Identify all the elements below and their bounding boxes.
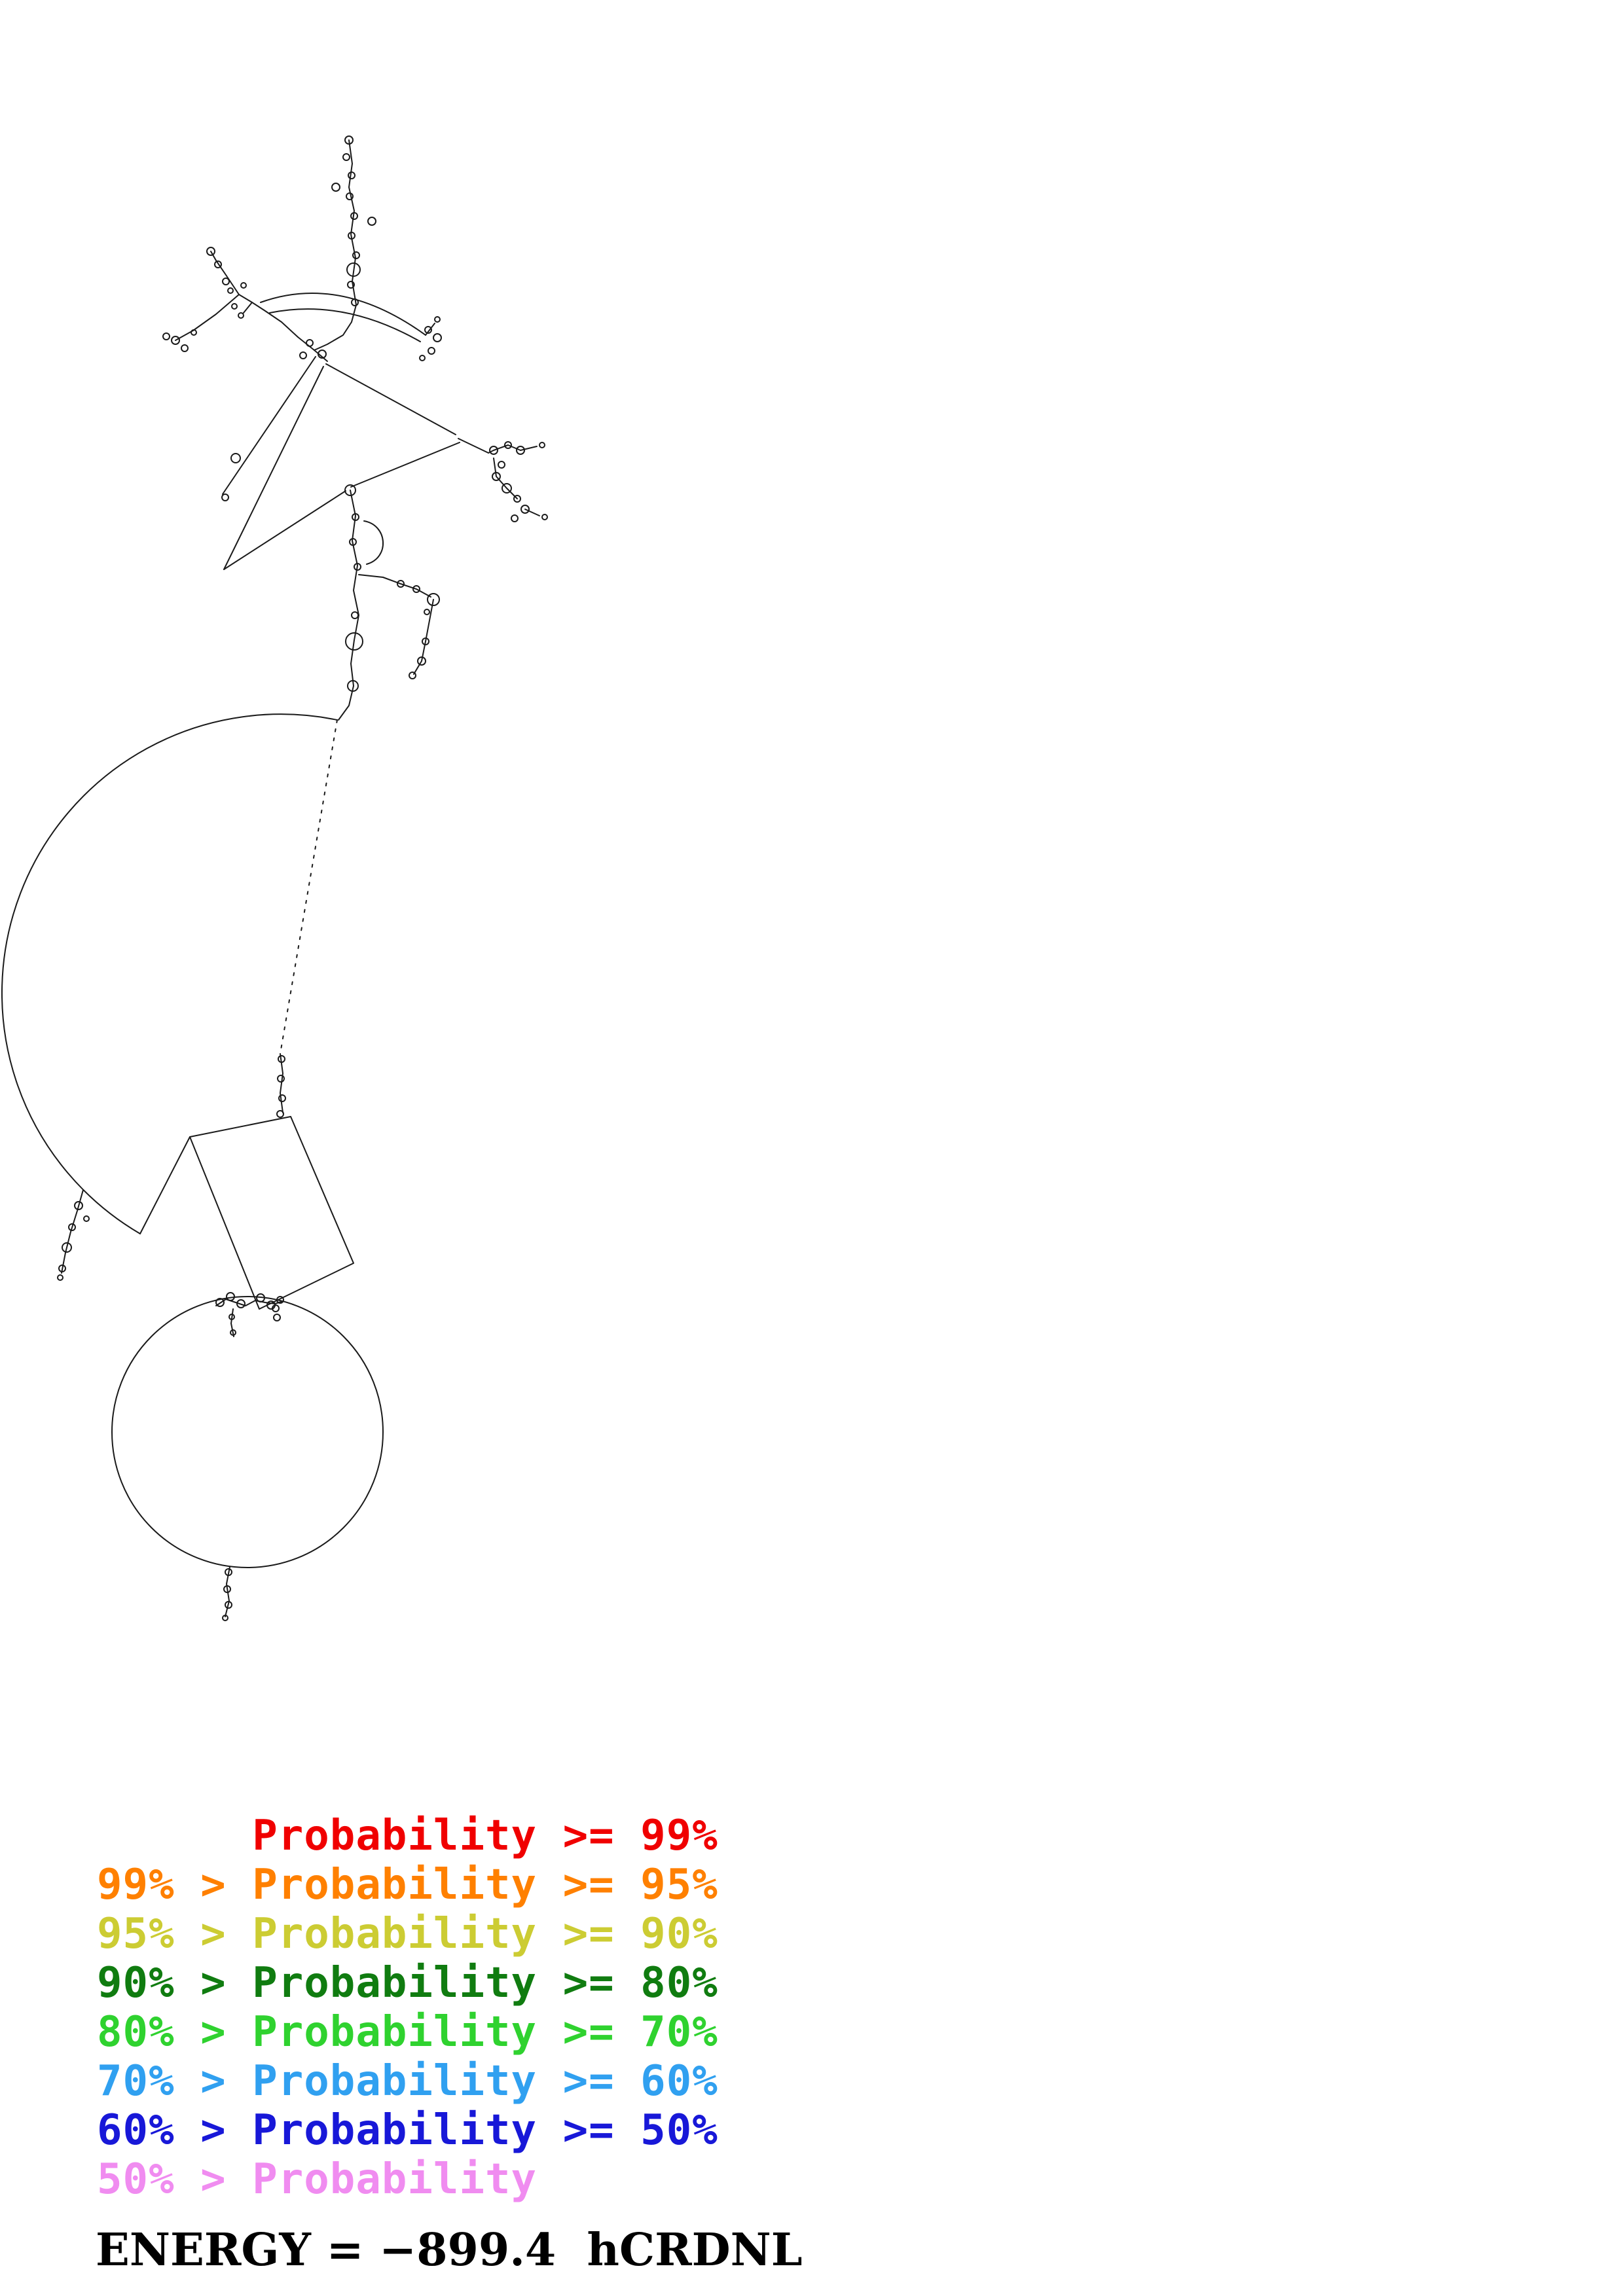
legend-item-prob-80-90: 90% > Probability >= 80% xyxy=(97,1959,718,2007)
right-hairpin-cluster xyxy=(325,363,548,522)
legend-item-prob-90-95: 95% > Probability >= 90% xyxy=(97,1910,718,1958)
central-stem xyxy=(338,484,384,721)
upper-left-branches xyxy=(162,247,299,352)
upper-right-branch xyxy=(260,293,442,361)
junction-cluster xyxy=(297,336,328,362)
legend-item-prob-95-99: 99% > Probability >= 95% xyxy=(97,1861,718,1909)
legend-item-prob-lt-50: 50% > Probability xyxy=(97,2155,538,2204)
probability-legend: Probability >= 99% 99% > Probability >= … xyxy=(97,1812,718,2204)
legend-item-prob-50-60: 60% > Probability >= 50% xyxy=(97,2106,718,2155)
apex-hairpin xyxy=(314,135,376,351)
large-left-loop xyxy=(1,713,338,1281)
right-stem-branch xyxy=(358,574,440,679)
legend-item-prob-60-70: 70% > Probability >= 60% xyxy=(97,2057,718,2106)
left-wedge-helix xyxy=(221,356,346,570)
legend-item-prob-ge-99: Probability >= 99% xyxy=(97,1812,718,1860)
mid-helix-quad xyxy=(139,1116,354,1310)
bottom-loop xyxy=(111,1292,384,1621)
energy-label: ENERGY = −899.4 hCRDNL xyxy=(96,2224,803,2276)
legend-item-prob-70-80: 80% > Probability >= 70% xyxy=(97,2008,718,2056)
